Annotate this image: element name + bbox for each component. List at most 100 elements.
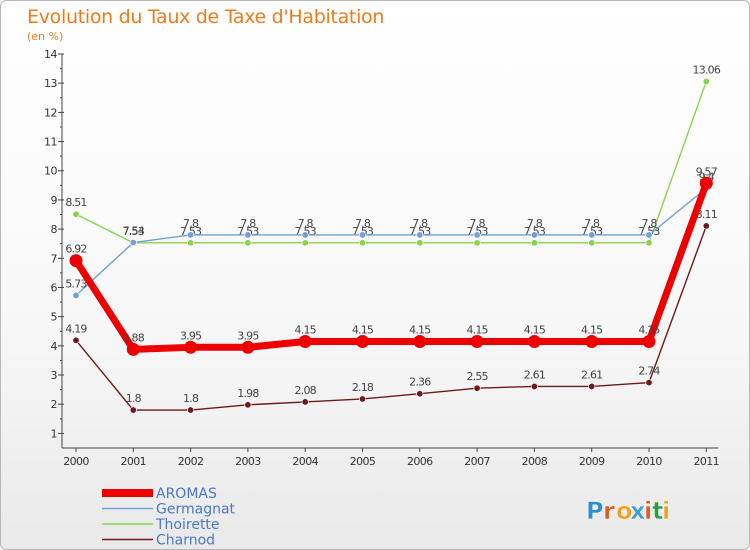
data-point — [585, 334, 599, 348]
y-tick-label: 1 — [51, 427, 58, 440]
series-line — [75, 187, 707, 297]
data-label: 2.74 — [638, 365, 660, 378]
data-point — [358, 231, 366, 239]
data-point — [187, 231, 195, 239]
data-point — [358, 395, 366, 403]
data-point — [530, 239, 538, 247]
data-label: 3.95 — [180, 329, 202, 342]
logo-letter: x — [630, 497, 646, 525]
data-point — [588, 382, 596, 390]
data-point — [642, 334, 656, 348]
data-point — [244, 401, 252, 409]
y-tick-label: 3 — [51, 369, 58, 382]
x-tick-label: 2005 — [350, 455, 376, 468]
data-label: 9.57 — [696, 165, 718, 178]
data-label: 8.11 — [696, 208, 717, 221]
data-point — [645, 231, 653, 239]
data-label: 2.61 — [524, 368, 545, 381]
x-tick-label: 2009 — [579, 455, 605, 468]
data-point — [530, 231, 538, 239]
data-point — [702, 222, 710, 230]
x-tick-label: 2011 — [693, 455, 719, 468]
series-charnod: 4.19 1.8 1.8 1.98 2.08 2.18 2.36 2.55 2.61 2.61 2.… — [65, 208, 718, 414]
data-point — [244, 231, 252, 239]
data-label: 7.8 — [298, 217, 314, 230]
data-label: 4.15 — [295, 323, 317, 336]
y-tick-label: 2 — [51, 398, 58, 411]
data-point — [473, 231, 481, 239]
data-point — [588, 239, 596, 247]
data-label: 2.61 — [581, 368, 602, 381]
data-point — [470, 334, 484, 348]
x-tick-label: 2010 — [636, 455, 662, 468]
data-label: 4.15 — [524, 323, 546, 336]
data-label: 3.95 — [237, 329, 259, 342]
data-point — [356, 334, 369, 348]
data-point — [416, 239, 424, 247]
data-point — [187, 239, 195, 247]
data-point — [241, 340, 255, 354]
x-tick-label: 2007 — [464, 455, 490, 468]
x-tick-label: 2002 — [178, 455, 204, 468]
series-line — [72, 179, 710, 353]
chart-title: Evolution du Taux de Taxe d'Habitation — [27, 6, 385, 28]
data-point — [530, 382, 538, 390]
data-point — [244, 239, 252, 247]
series-line — [75, 225, 707, 411]
logo-letter: o — [616, 497, 633, 525]
data-label: 7.8 — [641, 217, 657, 230]
data-label: 4.15 — [581, 323, 603, 336]
data-label: 7.53 — [123, 225, 145, 238]
x-tick-label: 2006 — [407, 455, 433, 468]
data-point — [72, 336, 80, 344]
y-tick-label: 13 — [44, 77, 57, 90]
data-label: 13.06 — [693, 63, 721, 76]
y-tick-label: 4 — [51, 340, 58, 353]
data-label: 6.92 — [65, 243, 86, 256]
y-tick-label: 10 — [44, 165, 57, 178]
data-label: 4.15 — [352, 323, 374, 336]
x-tick-label: 2000 — [63, 455, 89, 468]
data-label: 4.15 — [466, 323, 488, 336]
x-tick-label: 2004 — [292, 455, 318, 468]
data-point — [413, 334, 427, 348]
data-label: 2.08 — [295, 384, 317, 397]
logo-letter: r — [603, 497, 615, 525]
data-point — [129, 406, 137, 414]
legend-label: Charnod — [156, 533, 215, 549]
data-label: 2.55 — [466, 370, 488, 383]
x-tick-label: 2001 — [120, 455, 146, 468]
data-label: 7.54 — [123, 225, 145, 238]
data-point — [72, 291, 80, 299]
y-tick-label: 7 — [51, 252, 58, 265]
data-point — [184, 340, 198, 354]
data-point — [699, 176, 713, 190]
data-label: 7.8 — [527, 217, 543, 230]
data-point — [416, 390, 424, 398]
series-aromas: 6.92 3.88 3.95 3.95 4.15 4.15 4.15 4.15 4.15 4.15… — [65, 165, 719, 356]
data-point — [69, 254, 83, 268]
data-point — [129, 239, 137, 247]
y-tick-label: 6 — [51, 281, 58, 294]
legend-label: Thoirette — [155, 517, 220, 533]
series-germagnat: 5.737.547.8 7.8 7.8 7.8 7.8 7.8 7.8 7.8 7.89.4 — [65, 170, 715, 299]
logo-letter: t — [652, 497, 663, 525]
data-label: 8.51 — [65, 196, 86, 209]
y-tick-label: 9 — [51, 194, 58, 207]
legend-label: Germagnat — [156, 502, 236, 518]
data-point — [473, 384, 481, 392]
data-point — [72, 210, 80, 218]
data-label: 5.73 — [65, 277, 87, 290]
data-label: 1.8 — [183, 392, 199, 405]
y-tick-label: 11 — [44, 136, 57, 149]
data-label: 7.8 — [355, 217, 371, 230]
data-label: 4.15 — [638, 323, 660, 336]
data-label: 7.8 — [412, 217, 428, 230]
data-point — [702, 77, 710, 85]
data-point — [126, 342, 140, 356]
data-label: 2.18 — [352, 381, 374, 394]
